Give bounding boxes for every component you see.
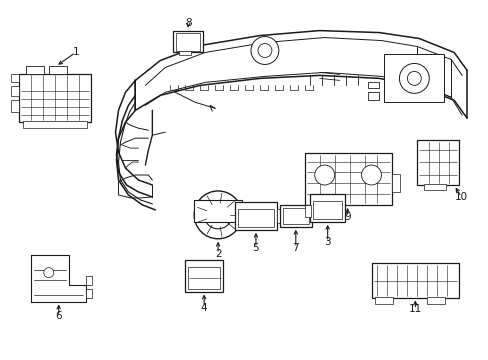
Bar — [392, 174, 400, 192]
Bar — [49, 67, 66, 75]
Bar — [11, 86, 19, 96]
Bar — [194, 200, 242, 222]
Bar — [85, 289, 91, 298]
Bar — [367, 82, 379, 88]
Text: 11: 11 — [408, 305, 421, 315]
Bar — [85, 276, 91, 285]
Bar — [384, 54, 443, 102]
Bar — [276, 209, 286, 223]
Bar — [367, 92, 379, 100]
Bar — [176, 32, 200, 50]
Circle shape — [361, 165, 381, 185]
Text: 4: 4 — [201, 302, 207, 312]
Bar — [427, 297, 444, 303]
Bar — [279, 205, 311, 227]
Text: 7: 7 — [292, 243, 299, 253]
Bar — [304, 153, 392, 205]
Bar — [19, 75, 90, 122]
Text: 8: 8 — [184, 18, 191, 28]
Circle shape — [194, 191, 242, 239]
Bar — [416, 140, 458, 185]
Bar — [424, 184, 446, 190]
Bar — [235, 202, 276, 230]
Bar — [238, 209, 273, 227]
Text: 9: 9 — [344, 212, 350, 222]
Bar — [185, 260, 223, 292]
Bar — [312, 201, 341, 219]
Text: 3: 3 — [324, 237, 330, 247]
Circle shape — [250, 37, 278, 64]
Text: 1: 1 — [72, 48, 79, 58]
Circle shape — [258, 44, 271, 58]
Circle shape — [314, 165, 334, 185]
Bar — [371, 263, 458, 298]
Bar — [179, 51, 191, 55]
Bar — [26, 67, 44, 75]
Bar — [375, 297, 393, 303]
Circle shape — [203, 201, 232, 229]
Circle shape — [214, 211, 222, 219]
Bar — [304, 205, 310, 217]
Bar — [173, 31, 203, 53]
Text: 6: 6 — [55, 311, 62, 321]
Text: 10: 10 — [454, 192, 467, 202]
Bar — [11, 100, 19, 112]
Text: 2: 2 — [214, 249, 221, 259]
Circle shape — [399, 63, 428, 93]
Circle shape — [407, 71, 421, 85]
Bar — [23, 121, 86, 128]
Bar — [188, 267, 220, 289]
Bar — [309, 194, 344, 222]
Bar — [282, 208, 308, 224]
Circle shape — [44, 268, 54, 278]
Text: 5: 5 — [252, 243, 259, 253]
Bar — [11, 75, 19, 82]
